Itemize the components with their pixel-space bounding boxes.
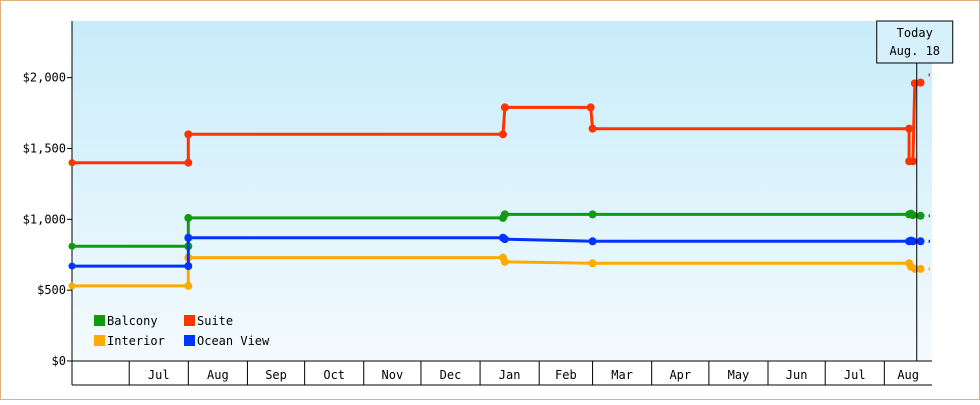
x-tick-label: Aug	[207, 368, 229, 382]
y-tick-label: $0	[52, 354, 66, 368]
data-point	[68, 242, 76, 250]
legend-swatch	[94, 335, 105, 346]
data-point	[908, 211, 917, 220]
data-point	[184, 233, 193, 242]
data-point	[184, 281, 193, 290]
data-point	[588, 237, 597, 246]
legend-item: Balcony	[94, 314, 158, 328]
today-date-label: Aug. 18	[889, 44, 940, 58]
series-balcony	[68, 209, 930, 251]
x-tick-label: Jul	[844, 368, 866, 382]
y-tick-label: $2,000	[23, 71, 66, 85]
legend-label: Suite	[197, 314, 233, 328]
x-tick-label: May	[728, 368, 750, 382]
x-tick-label: Feb	[555, 368, 577, 382]
data-point	[500, 235, 509, 244]
x-tick-label: Jan	[499, 368, 521, 382]
data-point	[908, 157, 917, 166]
data-point	[908, 237, 917, 246]
legend-item: Interior	[94, 334, 165, 348]
y-tick-label: $1,000	[23, 212, 66, 226]
data-point	[68, 282, 76, 290]
y-tick-label: $500	[37, 283, 66, 297]
data-point	[588, 124, 597, 133]
x-tick-label: Dec	[440, 368, 462, 382]
today-label: Today	[897, 26, 933, 40]
data-point	[498, 130, 507, 139]
x-tick-label: Sep	[265, 368, 287, 382]
data-point	[588, 259, 597, 268]
data-point	[905, 124, 914, 133]
data-point	[588, 210, 597, 219]
data-point	[184, 130, 193, 139]
x-tick-label: Apr	[669, 368, 691, 382]
x-tick-label: Jun	[786, 368, 808, 382]
data-point	[916, 78, 925, 87]
x-tick-label: Nov	[382, 368, 404, 382]
legend-label: Ocean View	[197, 334, 270, 348]
y-tick-label: $1,500	[23, 142, 66, 156]
x-tick-label: Oct	[323, 368, 345, 382]
data-point	[184, 262, 193, 271]
series-line	[72, 81, 921, 165]
data-point	[916, 237, 925, 246]
data-point	[184, 213, 193, 222]
series-ocean-view	[68, 233, 930, 271]
data-point	[500, 257, 509, 266]
data-point	[68, 159, 76, 167]
data-point	[184, 158, 193, 167]
x-tick-label: Aug	[897, 368, 919, 382]
data-point	[500, 210, 509, 219]
x-tick-label: Jul	[148, 368, 170, 382]
legend-item: Suite	[184, 314, 233, 328]
legend-label: Balcony	[107, 314, 158, 328]
legend-swatch	[184, 335, 195, 346]
data-point	[68, 262, 76, 270]
x-tick-label: Mar	[611, 368, 633, 382]
legend-label: Interior	[107, 334, 165, 348]
data-point	[916, 264, 925, 273]
data-point	[916, 211, 925, 220]
legend-item: Ocean View	[184, 334, 270, 348]
data-point	[500, 103, 509, 112]
today-box	[876, 20, 954, 64]
data-point	[586, 103, 595, 112]
plot-background	[72, 21, 932, 361]
legend-swatch	[94, 315, 105, 326]
legend-swatch	[184, 315, 195, 326]
